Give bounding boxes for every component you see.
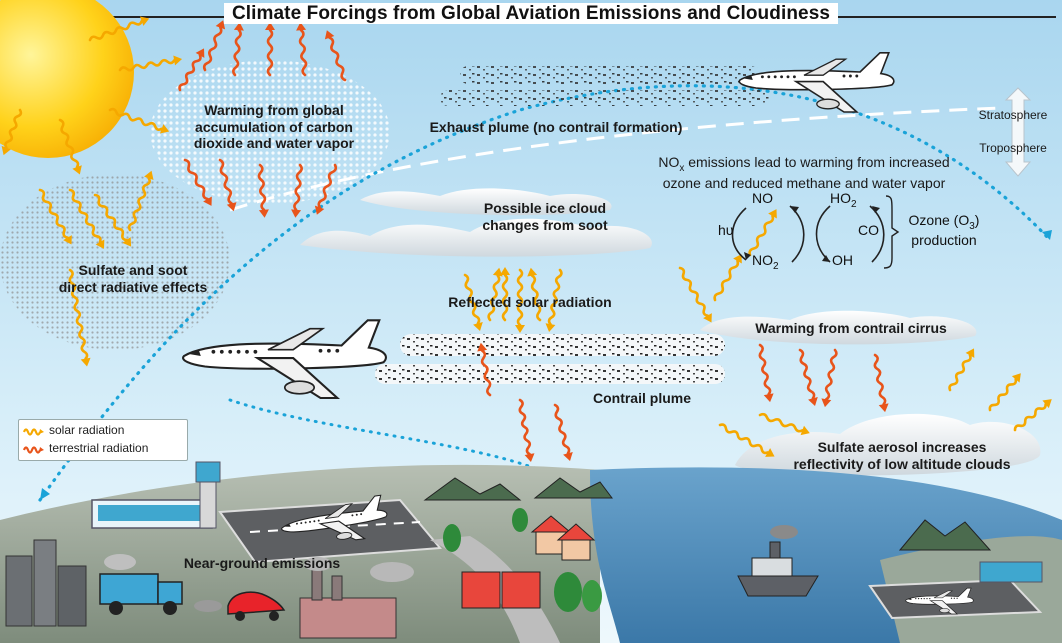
solar-radiation-arrow bbox=[545, 268, 563, 333]
legend: solar radiation terrestrial radiation bbox=[18, 419, 188, 461]
terrestrial-radiation-arrow bbox=[178, 48, 205, 92]
atmosphere-divider-arrow bbox=[1004, 87, 1032, 177]
solar-radiation-arrow bbox=[38, 188, 72, 245]
sulfate-aerosol-label: Sulfate aerosol increases reflectivity o… bbox=[793, 439, 1011, 472]
solar-radiation-arrow bbox=[68, 188, 105, 249]
solar-radiation-arrow bbox=[1013, 399, 1052, 432]
solar-radiation-arrow bbox=[93, 193, 132, 247]
solar-radiation-arrow bbox=[948, 348, 975, 392]
co-label: CO bbox=[858, 222, 879, 238]
solar-radiation-arrow bbox=[68, 268, 91, 367]
photon-label: hυ bbox=[718, 222, 734, 238]
flight-path bbox=[38, 84, 1052, 502]
solar-radiation-arrow bbox=[108, 107, 170, 134]
terrestrial-radiation-arrow bbox=[218, 158, 237, 212]
no2-label: NO2 bbox=[752, 252, 779, 272]
solar-radiation-arrow bbox=[718, 423, 775, 457]
ice-cloud-label: Possible ice cloud changes from soot bbox=[482, 200, 608, 233]
solar-radiation-arrow bbox=[88, 16, 150, 42]
terrestrial-radiation-arrow bbox=[296, 22, 308, 77]
solar-radiation-arrow bbox=[713, 254, 742, 302]
solar-radiation-arrow bbox=[678, 266, 712, 323]
coastal-airport-icon bbox=[868, 561, 1043, 620]
legend-solar: solar radiation bbox=[23, 423, 124, 437]
solar-radiation-arrow bbox=[118, 55, 183, 72]
car-icon bbox=[194, 591, 286, 621]
terrestrial-radiation-arrow bbox=[265, 22, 275, 77]
terrestrial-radiation-arrow bbox=[291, 163, 303, 218]
stratosphere-label: Stratosphere bbox=[978, 108, 1048, 122]
solar-radiation-arrow bbox=[515, 268, 525, 333]
terrestrial-radiation-arrow bbox=[232, 22, 244, 77]
solar-radiation-arrow bbox=[758, 412, 810, 436]
solar-radiation-arrow bbox=[127, 170, 154, 232]
solar-radiation-arrow bbox=[58, 118, 82, 175]
solar-radiation-arrow bbox=[500, 267, 510, 322]
dump-truck-icon bbox=[99, 554, 183, 615]
low-altitude-cloud bbox=[735, 413, 1041, 476]
solar-radiation-arrow bbox=[527, 267, 542, 322]
ship-icon bbox=[737, 525, 819, 597]
terrestrial-radiation-icon bbox=[23, 446, 44, 454]
terrestrial-radiation-arrow bbox=[758, 343, 774, 403]
radiation-arrows bbox=[1, 16, 1052, 463]
ice-cloud bbox=[300, 188, 652, 257]
terrestrial-radiation-arrow bbox=[314, 163, 338, 215]
co2-haze bbox=[150, 60, 390, 204]
troposphere-label: Troposphere bbox=[979, 141, 1047, 155]
no-label: NO bbox=[752, 190, 773, 206]
ho2-label: HO2 bbox=[830, 190, 857, 210]
tropopause-line bbox=[229, 106, 1001, 212]
terrestrial-radiation-arrow bbox=[477, 342, 492, 397]
city-skyline-icon bbox=[5, 539, 87, 627]
ozone-production-label: Ozone (O3) production bbox=[908, 212, 980, 248]
terrestrial-radiation-arrow bbox=[553, 403, 573, 462]
factory-icon bbox=[299, 557, 414, 639]
near-ground-emissions-label: Near-ground emissions bbox=[183, 555, 341, 571]
terrestrial-radiation-arrow bbox=[324, 30, 347, 82]
nox-emissions-label: NOx emissions lead to warming from incre… bbox=[658, 154, 950, 191]
ozone-cycle-arrows bbox=[731, 195, 900, 269]
terrestrial-radiation-arrow bbox=[518, 398, 535, 463]
mountains-icon bbox=[423, 477, 992, 551]
contrail-cirrus-cloud bbox=[700, 310, 977, 345]
solar-radiation-arrow bbox=[487, 267, 503, 322]
solar-radiation-arrow bbox=[1, 108, 23, 156]
terrestrial-radiation-arrow bbox=[873, 353, 889, 413]
sulfate-soot-label: Sulfate and soot direct radiative effect… bbox=[58, 262, 208, 295]
terrestrial-radiation-arrow bbox=[821, 348, 838, 408]
terrestrial-radiation-arrow bbox=[202, 20, 226, 72]
co2-warming-label: Warming from global accumulation of carb… bbox=[193, 102, 355, 152]
terrestrial-radiation-arrow bbox=[183, 158, 212, 206]
exhaust-plume bbox=[440, 66, 770, 106]
descent-path bbox=[228, 398, 542, 472]
solar-radiation-icon bbox=[23, 428, 44, 436]
contrail-cirrus-label: Warming from contrail cirrus bbox=[755, 320, 947, 336]
exhaust-plume-label: Exhaust plume (no contrail formation) bbox=[429, 119, 683, 135]
solar-radiation-arrow bbox=[463, 273, 483, 332]
oh-label: OH bbox=[832, 252, 853, 268]
flight-path-arrow-start bbox=[40, 488, 50, 500]
reflected-solar-label: Reflected solar radiation bbox=[448, 294, 612, 310]
solar-radiation-arrow bbox=[988, 373, 1021, 412]
airport-terminal-icon bbox=[91, 461, 221, 529]
flight-path-arrow-end bbox=[1042, 230, 1052, 240]
houses-icon bbox=[461, 515, 596, 609]
trees-icon bbox=[443, 508, 602, 612]
contrail-plume-label: Contrail plume bbox=[592, 390, 691, 406]
diagram-title: Climate Forcings from Global Aviation Em… bbox=[0, 3, 1062, 25]
solar-radiation-arrow bbox=[748, 209, 777, 257]
terrestrial-radiation-arrow bbox=[257, 163, 269, 218]
legend-terrestrial: terrestrial radiation bbox=[23, 441, 148, 455]
terrestrial-radiation-arrow bbox=[798, 348, 818, 407]
